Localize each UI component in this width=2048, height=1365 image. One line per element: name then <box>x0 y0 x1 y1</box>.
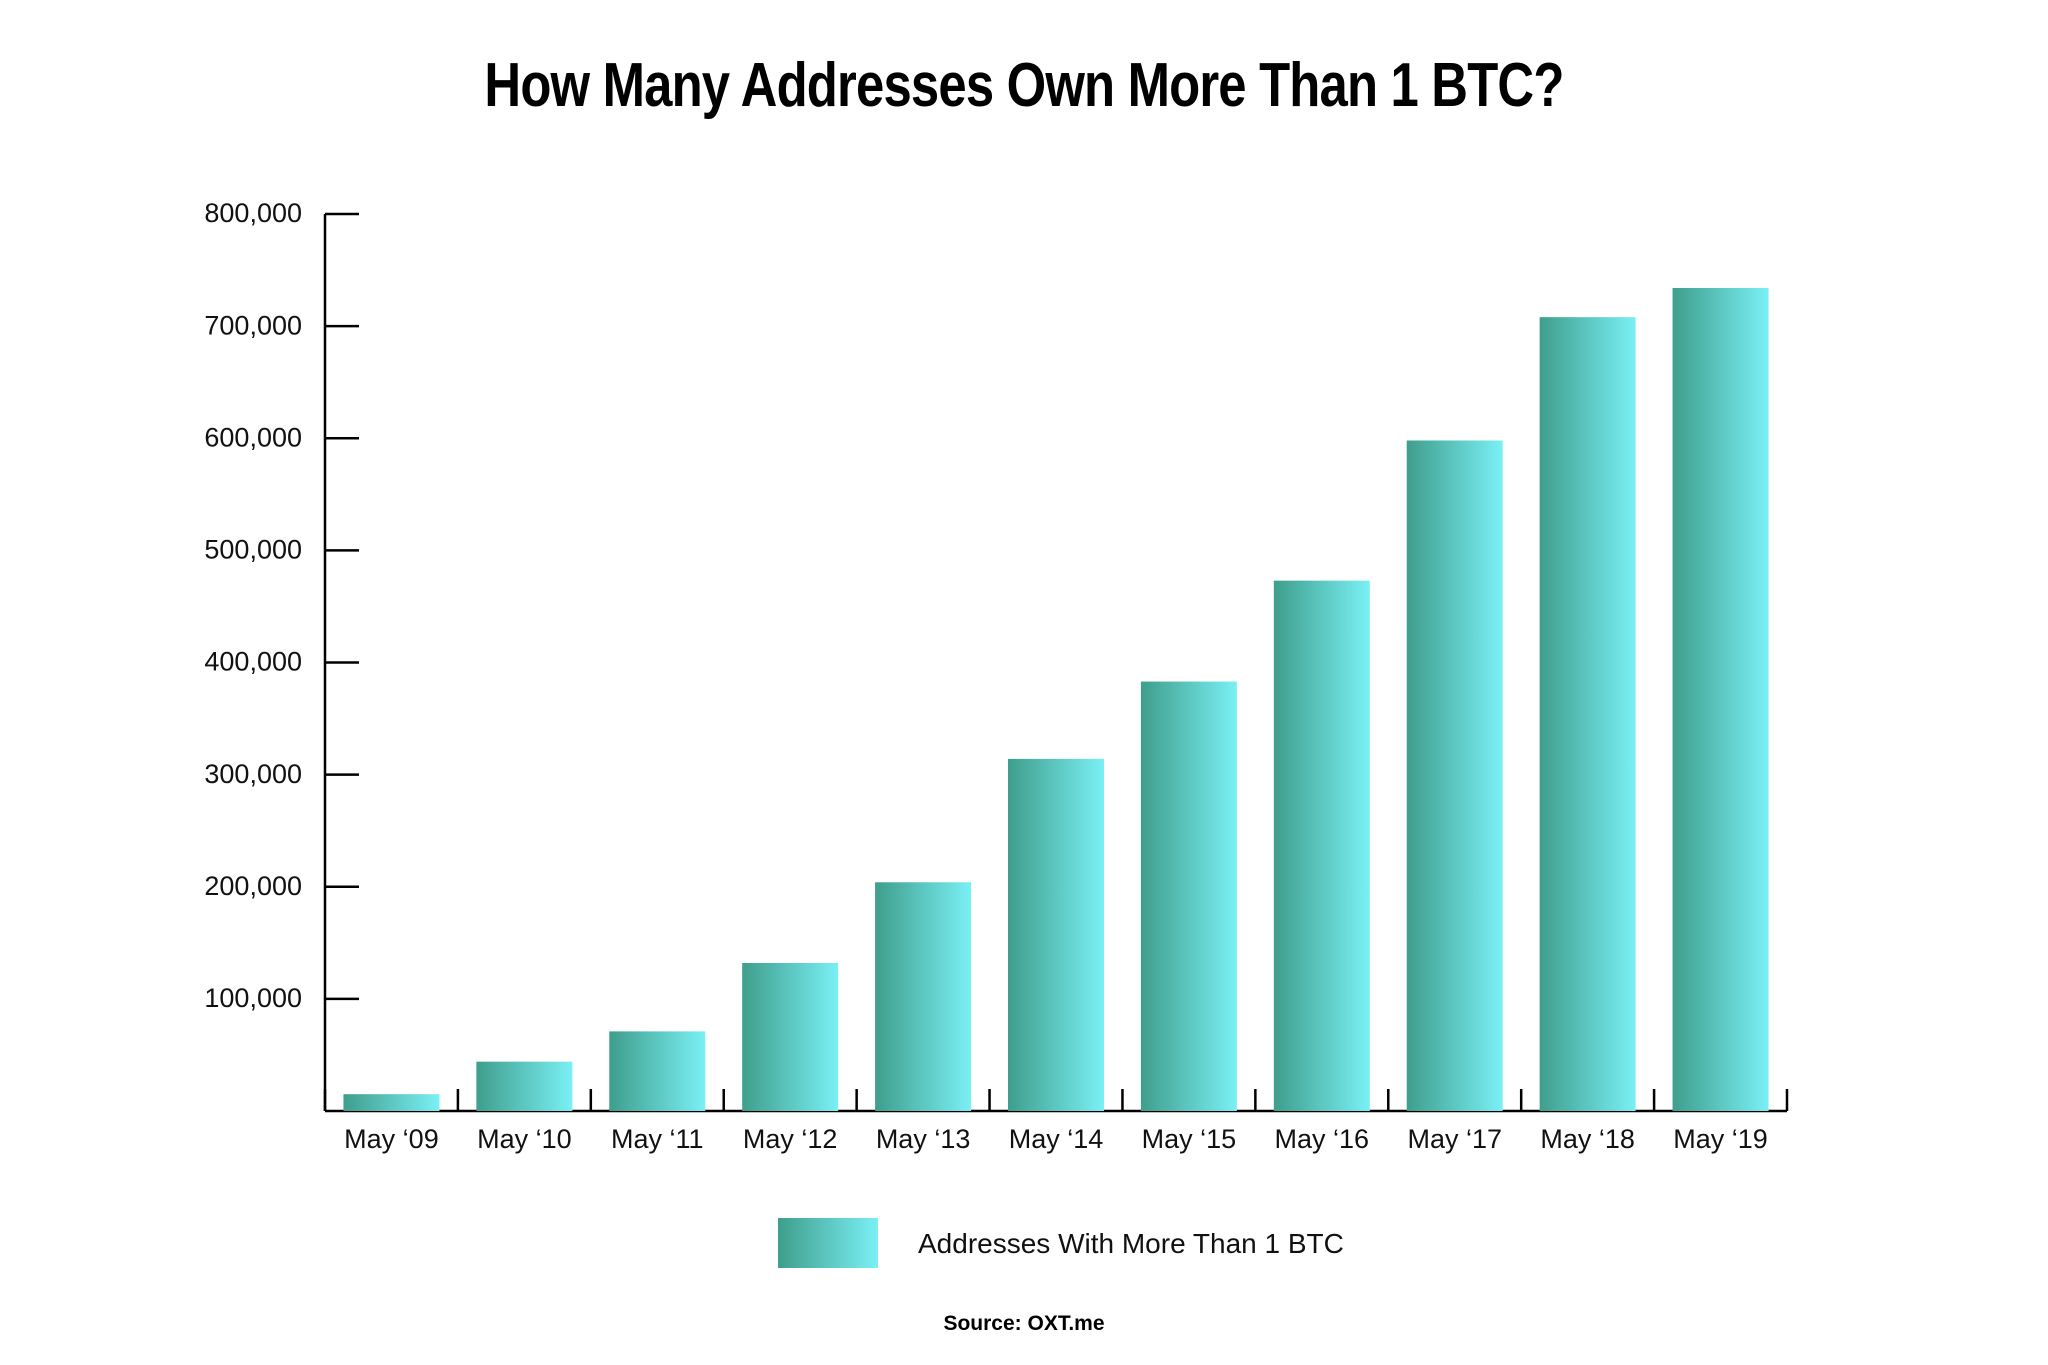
x-tick-label: May ‘12 <box>743 1124 838 1154</box>
x-tick-label: May ‘17 <box>1407 1124 1502 1154</box>
x-tick-label: May ‘16 <box>1275 1124 1370 1154</box>
bar <box>1273 580 1370 1111</box>
x-tick-label: May ‘15 <box>1142 1124 1237 1154</box>
y-tick-label: 600,000 <box>204 422 302 452</box>
bar <box>1672 288 1769 1111</box>
y-tick-label: 100,000 <box>204 983 302 1013</box>
x-tick-label: May ‘18 <box>1540 1124 1635 1154</box>
y-tick-label: 400,000 <box>204 647 302 677</box>
y-tick-label: 800,000 <box>204 198 302 228</box>
x-tick-label: May ‘11 <box>611 1124 704 1154</box>
bar <box>1539 317 1636 1111</box>
source-note: Source: OXT.me <box>943 1312 1105 1335</box>
bar <box>742 962 839 1111</box>
bar <box>609 1031 706 1111</box>
bar <box>875 882 972 1111</box>
chart-title: How Many Addresses Own More Than 1 BTC? <box>484 51 1564 120</box>
x-tick-label: May ‘09 <box>344 1124 439 1154</box>
y-tick-label: 500,000 <box>204 535 302 565</box>
bar <box>1406 440 1503 1111</box>
x-tick-label: May ‘10 <box>477 1124 572 1154</box>
x-tick-label: May ‘19 <box>1673 1124 1768 1154</box>
x-tick-label: May ‘13 <box>876 1124 971 1154</box>
y-tick-label: 200,000 <box>204 871 302 901</box>
bar <box>1140 681 1237 1111</box>
bars <box>343 288 1769 1111</box>
y-tick-label: 300,000 <box>204 759 302 789</box>
tick-labels: 100,000 200,000 300,000 400,000 500,000 600,0… <box>204 198 1767 1154</box>
legend-label: Addresses With More Than 1 BTC <box>918 1228 1344 1259</box>
bar <box>1008 758 1104 1111</box>
bar <box>476 1061 573 1111</box>
bar <box>343 1094 440 1111</box>
y-tick-label: 700,000 <box>204 310 302 340</box>
legend-swatch <box>778 1218 878 1268</box>
x-tick-label: May ‘14 <box>1009 1124 1104 1154</box>
